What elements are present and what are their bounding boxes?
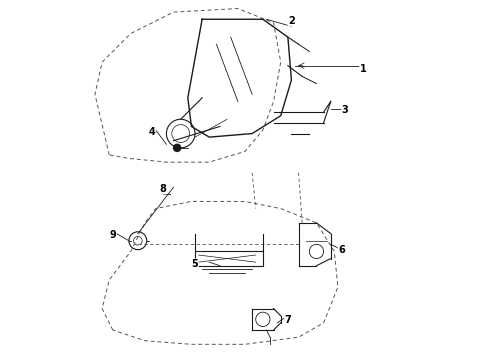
- Text: 9: 9: [109, 230, 116, 240]
- Text: 3: 3: [342, 105, 348, 115]
- Text: 4: 4: [149, 127, 155, 137]
- Text: 1: 1: [360, 64, 366, 74]
- Text: 2: 2: [288, 16, 295, 26]
- Text: 6: 6: [338, 245, 345, 255]
- Text: 5: 5: [192, 259, 198, 269]
- Text: 7: 7: [285, 315, 291, 325]
- Circle shape: [173, 144, 181, 152]
- Text: 8: 8: [159, 184, 166, 194]
